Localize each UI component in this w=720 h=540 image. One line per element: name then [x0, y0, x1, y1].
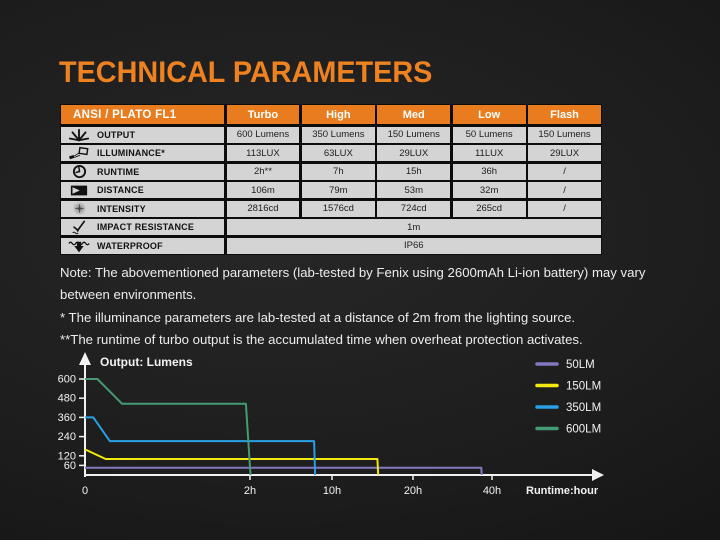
- page-title: TECHNICAL PARAMETERS: [59, 56, 433, 89]
- table-cell: 32m: [452, 182, 526, 198]
- row-label-waterproof: WATERPROOF: [61, 237, 224, 254]
- chart-series-600LM: [85, 378, 252, 476]
- notes-block: Note: The abovementioned parameters (lab…: [60, 262, 664, 352]
- table-cell: 7h: [301, 163, 375, 180]
- x-tick-label: 40h: [483, 485, 501, 497]
- table-cell: /: [528, 182, 601, 198]
- legend-label-50LM: 50LM: [566, 359, 595, 371]
- distance-icon: [61, 184, 97, 197]
- note-line: Note: The abovementioned parameters (lab…: [60, 265, 646, 303]
- table-header-turbo: Turbo: [226, 105, 300, 124]
- table-cell: 106m: [226, 182, 300, 198]
- table-cell: 265cd: [452, 200, 526, 217]
- table-header-standard: ANSI / PLATO FL1: [61, 105, 224, 124]
- row-label-impact-resistance: IMPACT RESISTANCE: [61, 219, 224, 235]
- table-cell: 1576cd: [301, 200, 375, 217]
- table-cell: 63LUX: [301, 145, 375, 161]
- legend-label-150LM: 150LM: [566, 381, 601, 393]
- table-cell: 29LUX: [528, 145, 601, 161]
- chart-title: Output: Lumens: [100, 355, 193, 369]
- legend-label-600LM: 600LM: [566, 424, 601, 436]
- table-cell: /: [528, 200, 601, 217]
- note-line: **The runtime of turbo output is the acc…: [60, 332, 583, 348]
- waterproof-value: IP66: [226, 237, 601, 254]
- row-label-runtime: RUNTIME: [61, 163, 224, 180]
- table-cell: /: [528, 163, 601, 180]
- chart-series-150LM: [84, 448, 380, 476]
- table-cell: 36h: [452, 163, 526, 180]
- table-cell: 53m: [377, 182, 451, 198]
- y-axis-arrow-icon: [79, 352, 91, 365]
- table-cell: 150 Lumens: [528, 126, 601, 143]
- row-label-distance: DISTANCE: [61, 182, 224, 198]
- output-icon: [61, 128, 97, 142]
- table-cell: 150 Lumens: [377, 126, 451, 143]
- x-tick-label: 20h: [404, 485, 422, 497]
- table-cell: 2h**: [226, 163, 300, 180]
- table-cell: 350 Lumens: [301, 126, 375, 143]
- table-cell: 50 Lumens: [452, 126, 526, 143]
- table-cell: 113LUX: [226, 145, 300, 161]
- impact-resistance-value: 1m: [226, 219, 601, 235]
- table-cell: 29LUX: [377, 145, 451, 161]
- row-label-output: OUTPUT: [61, 126, 224, 143]
- y-tick-label: 600: [58, 374, 76, 386]
- row-label-intensity: INTENSITY: [61, 200, 224, 217]
- table-header-med: Med: [377, 105, 451, 124]
- intensity-icon: [61, 201, 97, 216]
- x-axis-arrow-icon: [592, 469, 604, 481]
- table-cell: 724cd: [377, 200, 451, 217]
- table-cell: 15h: [377, 163, 451, 180]
- table-cell: 11LUX: [452, 145, 526, 161]
- illuminance-icon: [61, 146, 97, 160]
- y-tick-label: 120: [58, 450, 76, 462]
- parameters-table: ANSI / PLATO FL1 Turbo High Med Low Flas…: [60, 104, 602, 255]
- table-header-flash: Flash: [528, 105, 601, 124]
- chart-series-350LM: [85, 416, 317, 476]
- x-axis-label: Runtime:hour: [526, 485, 599, 497]
- y-tick-label: 360: [58, 412, 76, 424]
- y-tick-label: 480: [58, 393, 76, 405]
- y-tick-label: 60: [64, 460, 76, 472]
- y-tick-label: 240: [58, 431, 76, 443]
- x-tick-label: 2h: [244, 485, 256, 497]
- x-tick-label: 10h: [323, 485, 341, 497]
- table-cell: 79m: [301, 182, 375, 198]
- x-tick-label: 0: [82, 485, 88, 497]
- table-header-high: High: [301, 105, 375, 124]
- table-cell: 2816cd: [226, 200, 300, 217]
- impact-icon: [61, 220, 97, 235]
- row-label-illuminance: ILLUMINANCE*: [61, 145, 224, 161]
- runtime-icon: [61, 164, 97, 179]
- waterproof-icon: [61, 239, 97, 253]
- legend-label-350LM: 350LM: [566, 402, 601, 414]
- note-line: * The illuminance parameters are lab-tes…: [60, 309, 576, 325]
- chart-series-50LM: [85, 466, 483, 476]
- table-header-low: Low: [452, 105, 526, 124]
- table-cell: 600 Lumens: [226, 126, 300, 143]
